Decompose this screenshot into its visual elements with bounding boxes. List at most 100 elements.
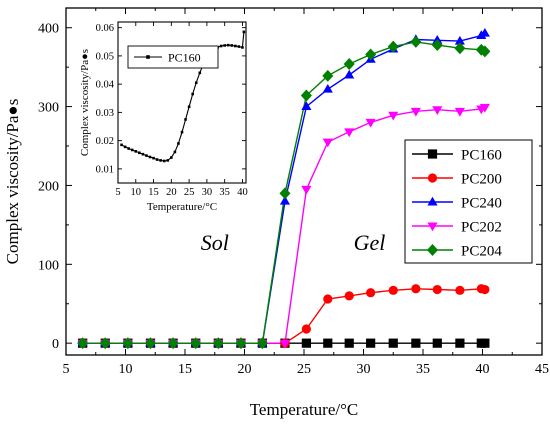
legend-entry: PC202 (461, 220, 502, 236)
inset-data-point (194, 81, 198, 85)
legend-marker (427, 222, 438, 232)
inset-data-point (187, 105, 191, 109)
series-line (82, 288, 486, 344)
data-point (454, 42, 466, 55)
inset-y-tick-label: 0.06 (96, 23, 114, 34)
inset-y-tick-label: 0.05 (96, 51, 114, 62)
data-point (479, 27, 490, 37)
inset-data-point (152, 156, 155, 160)
data-point (432, 106, 443, 116)
x-axis-title-unit: °C (340, 400, 358, 419)
inset-x-axis-title: Temperature/°C (147, 201, 217, 213)
series-markers-pc204 (77, 35, 491, 350)
legend-entry: PC160 (461, 148, 502, 164)
data-point (431, 39, 443, 52)
data-point (279, 187, 291, 200)
data-point (301, 101, 312, 111)
data-point (323, 294, 333, 304)
data-point (388, 285, 398, 295)
data-point (366, 288, 376, 298)
legend-entry: PC204 (461, 244, 502, 260)
x-tick-label: 10 (119, 362, 133, 377)
data-point (479, 45, 491, 58)
inset-data-point (170, 156, 173, 159)
inset-data-point (138, 151, 141, 155)
inset-legend-marker (146, 55, 150, 59)
inset-data-point (230, 44, 234, 47)
data-point (99, 337, 111, 350)
inset-data-point (198, 71, 202, 75)
inset-plot: 5 10 15 20 25 30 35 40 0.01 0.02 0.03 0.04 0.05 0.06 T… (79, 21, 248, 213)
data-point (235, 337, 247, 350)
x-tick-label: 20 (238, 362, 252, 377)
inset-data-point (184, 118, 187, 121)
legend-entry: PC240 (461, 196, 502, 212)
x-tick-label: 30 (357, 362, 371, 377)
y-tick-label: 0 (52, 337, 59, 352)
data-point (279, 339, 291, 349)
inset-data-point (120, 143, 123, 147)
data-point (410, 35, 422, 48)
inset-data-point (130, 148, 134, 152)
inset-x-axis-title-text: Temperature/ (147, 201, 206, 213)
series-markers-pc200 (78, 284, 490, 348)
inset-data-point (191, 92, 194, 96)
inset-data-point (123, 145, 127, 149)
data-point (455, 285, 465, 295)
data-point (480, 338, 490, 348)
data-point (344, 69, 355, 79)
inset-x-tick-label: 15 (148, 187, 159, 198)
main-plot: 5 10 15 20 25 30 35 40 45 0 100 200 300 400 Temperatur… (3, 7, 549, 419)
data-point (344, 128, 355, 138)
legend-marker (427, 173, 438, 183)
data-point (322, 69, 334, 82)
legend-entry: PC200 (461, 172, 502, 188)
y-tick-label: 300 (38, 101, 59, 116)
inset-data-point (237, 45, 241, 48)
y-tick-label: 400 (38, 22, 59, 37)
data-point (144, 337, 157, 350)
inset-data-point (234, 44, 237, 48)
inset-data-point (177, 142, 180, 145)
data-point (366, 338, 376, 348)
data-point (411, 338, 421, 348)
inset-x-tick-label: 10 (131, 187, 142, 198)
data-point (479, 103, 490, 113)
data-point (411, 284, 421, 294)
data-point (344, 291, 354, 301)
inset-data-point (145, 154, 148, 157)
data-point (122, 337, 134, 350)
inset-data-point (173, 150, 177, 154)
inset-x-axis-title-unit: °C (205, 201, 217, 213)
x-tick-label: 15 (178, 362, 192, 377)
inset-data-point (241, 46, 244, 49)
inset-data-point (159, 159, 162, 162)
data-point (77, 337, 89, 350)
data-point (301, 338, 311, 348)
data-point (344, 338, 354, 348)
data-point (343, 58, 355, 70)
main-legend: PC160 PC200 PC240 PC202 PC204 (404, 139, 533, 264)
inset-data-point (219, 44, 223, 48)
legend-marker (427, 196, 438, 206)
y-axis-title: Complex viscosity/Pa●s (3, 99, 22, 265)
data-point (190, 337, 202, 350)
data-point (388, 111, 399, 121)
data-point (301, 324, 311, 334)
data-point (301, 185, 312, 195)
inset-data-point (242, 30, 246, 34)
data-point (322, 138, 333, 148)
inset-data-point (148, 155, 152, 159)
data-point (300, 89, 312, 102)
region-label: Gel (354, 230, 386, 255)
inset-legend-entry: PC160 (168, 51, 201, 65)
inset-data-point (155, 158, 159, 161)
data-point (323, 338, 333, 348)
inset-y-tick-label: 0.04 (96, 80, 115, 91)
data-point (167, 337, 179, 350)
data-point (480, 284, 490, 295)
inset-legend-box (127, 45, 219, 69)
data-point (454, 107, 465, 117)
x-axis-title: Temperature/°C (250, 400, 359, 419)
